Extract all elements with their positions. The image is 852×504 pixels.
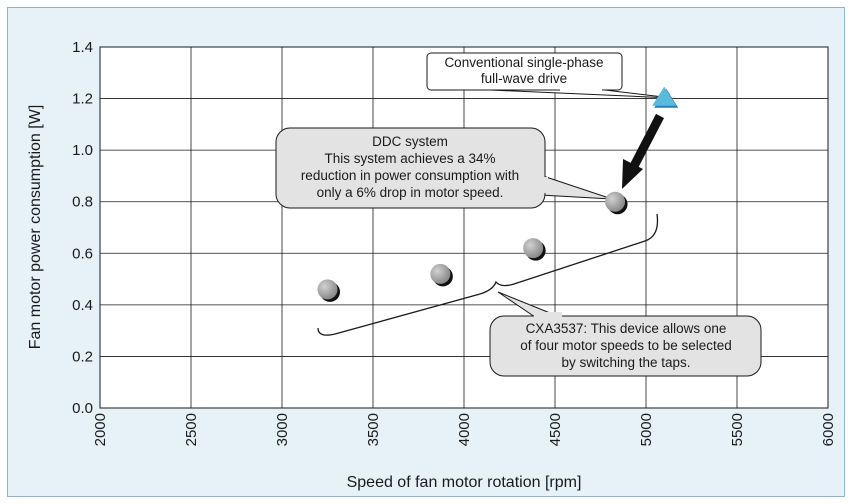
cxa-brace [317,213,659,336]
x-tick-labels: 2000 2500 3000 3500 4000 4500 5000 5500 6000 [92,413,837,446]
data-point-circle [317,279,340,302]
data-points [317,86,679,302]
callout-cxa-line-3: by switching the taps. [561,355,690,370]
y-axis-label: Fan motor power consumption [W] [27,105,44,350]
y-tick-label: 1.4 [72,39,93,56]
callout-conventional: Conventional single-phase full-wave driv… [426,52,673,99]
data-point-circle [605,191,628,215]
x-tick-label: 3000 [274,413,291,446]
callout-conventional-line-2: full-wave drive [481,71,567,86]
x-tick-label: 4000 [456,413,473,446]
data-point-triangle [652,86,679,108]
y-tick-label: 0.4 [72,297,93,314]
y-tick-label: 1.0 [72,142,93,159]
y-tick-label: 0.8 [72,194,93,211]
callout-ddc: DDC system This system achieves a 34% re… [275,127,613,209]
y-tick-label: 0.2 [72,348,93,365]
callout-ddc-line-3: reduction in power consumption with [301,168,519,183]
x-tick-label: 2500 [183,413,200,446]
y-tick-label: 1.2 [72,91,93,108]
data-point-circle [430,263,453,287]
callout-cxa-line-2: of four motor speeds to be selected [520,338,732,353]
callout-conventional-line-1: Conventional single-phase [444,55,603,70]
x-tick-label: 2000 [92,413,109,446]
x-tick-label: 6000 [820,413,837,446]
y-tick-label: 0.0 [72,400,93,417]
x-tick-label: 3500 [365,413,382,446]
x-axis-label: Speed of fan motor rotation [rpm] [347,474,582,491]
callout-ddc-line-2: This system achieves a 34% [324,151,495,166]
y-tick-label: 0.6 [72,245,93,262]
x-tick-label: 5500 [729,413,746,446]
callout-cxa3537: CXA3537: This device allows one of four … [489,291,762,377]
x-tick-label: 4500 [547,413,564,446]
y-tick-labels: 0.0 0.2 0.4 0.6 0.8 1.0 1.2 1.4 [72,39,93,417]
data-point-circle [523,238,546,261]
callout-ddc-line-4: only a 6% drop in motor speed. [317,185,504,200]
callout-ddc-line-1: DDC system [372,134,448,149]
x-tick-label: 5000 [638,413,655,446]
callout-cxa-line-1: CXA3537: This device allows one [526,321,727,336]
improvement-arrow [622,113,664,189]
